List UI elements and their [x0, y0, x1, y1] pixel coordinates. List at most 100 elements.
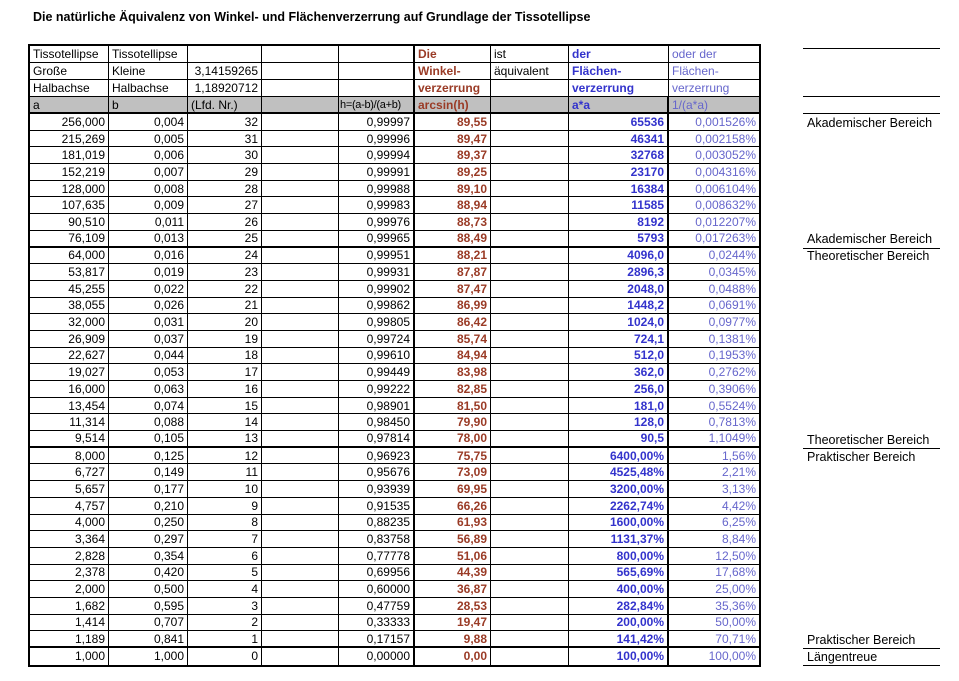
cell-empty[interactable]	[262, 130, 339, 148]
cell-b[interactable]: 0,063	[109, 381, 188, 398]
cell-a-times-a[interactable]: 23170	[569, 164, 669, 181]
cell-a-times-a[interactable]: 2262,74%	[569, 497, 669, 515]
cell-ist[interactable]	[491, 414, 569, 432]
cell-lfd-nr[interactable]: 7	[188, 531, 262, 548]
cell-a[interactable]: 1,682	[30, 597, 109, 615]
cell-lfd-nr[interactable]: 27	[188, 197, 262, 215]
cell-h[interactable]: 0,33333	[339, 614, 415, 632]
cell-h[interactable]: 0,99724	[339, 330, 415, 348]
header-verzerrung-3[interactable]: verzerrung	[669, 80, 759, 97]
cell-empty[interactable]	[262, 280, 339, 298]
cell-h[interactable]: 0,99965	[339, 230, 415, 248]
cell-ist[interactable]	[491, 547, 569, 565]
cell-h[interactable]: 0,99805	[339, 314, 415, 331]
cell-a[interactable]: 4,000	[30, 514, 109, 532]
header-flaechen[interactable]: Flächen-	[569, 63, 669, 80]
cell-ist[interactable]	[491, 164, 569, 181]
cell-empty[interactable]	[262, 330, 339, 348]
cell-arcsin[interactable]: 89,25	[415, 164, 491, 181]
cell-a[interactable]: 128,000	[30, 180, 109, 198]
cell-a[interactable]: 4,757	[30, 497, 109, 515]
cell-h[interactable]: 0,93939	[339, 481, 415, 498]
cell-a[interactable]: 90,510	[30, 214, 109, 231]
cell-arcsin[interactable]: 84,94	[415, 347, 491, 365]
cell-arcsin[interactable]: 86,42	[415, 314, 491, 331]
cell-inv-a-times-a[interactable]: 0,5524%	[669, 398, 759, 415]
cell-h[interactable]: 0,60000	[339, 581, 415, 598]
cell-arcsin[interactable]: 83,98	[415, 364, 491, 381]
cell-arcsin[interactable]: 61,93	[415, 514, 491, 532]
header-blank-cell[interactable]	[188, 46, 262, 63]
cell-ist[interactable]	[491, 214, 569, 231]
cell-b[interactable]: 0,354	[109, 547, 188, 565]
cell-arcsin[interactable]: 9,88	[415, 631, 491, 648]
cell-ist[interactable]	[491, 631, 569, 648]
cell-ist[interactable]	[491, 497, 569, 515]
cell-inv-a-times-a[interactable]: 0,0488%	[669, 281, 759, 298]
cell-h[interactable]: 0,99983	[339, 197, 415, 215]
cell-b[interactable]: 0,007	[109, 164, 188, 181]
colhead-b[interactable]: b	[109, 97, 188, 114]
cell-a-times-a[interactable]: 1131,37%	[569, 531, 669, 548]
cell-b[interactable]: 0,013	[109, 230, 188, 248]
cell-b[interactable]: 0,053	[109, 364, 188, 381]
cell-a-times-a[interactable]: 141,42%	[569, 631, 669, 648]
cell-a[interactable]: 6,727	[30, 464, 109, 482]
cell-ist[interactable]	[491, 447, 569, 465]
colhead-lfd-nr[interactable]: (Lfd. Nr.)	[188, 97, 262, 114]
cell-inv-a-times-a[interactable]: 1,56%	[669, 448, 759, 465]
cell-ist[interactable]	[491, 197, 569, 215]
colhead-a[interactable]: a	[30, 97, 109, 114]
cell-inv-a-times-a[interactable]: 0,1381%	[669, 331, 759, 348]
header-tissotellipse-b[interactable]: Tissotellipse	[109, 46, 188, 63]
cell-empty[interactable]	[262, 297, 339, 315]
cell-b[interactable]: 0,004	[109, 114, 188, 131]
cell-b[interactable]: 0,044	[109, 347, 188, 365]
cell-empty[interactable]	[262, 364, 339, 381]
cell-a[interactable]: 2,378	[30, 564, 109, 582]
cell-lfd-nr[interactable]: 20	[188, 314, 262, 331]
cell-h[interactable]: 0,00000	[339, 648, 415, 665]
cell-empty[interactable]	[262, 247, 339, 265]
header-tissotellipse-a[interactable]: Tissotellipse	[30, 46, 109, 63]
cell-empty[interactable]	[262, 497, 339, 515]
cell-h[interactable]: 0,99951	[339, 247, 415, 265]
cell-arcsin[interactable]: 0,00	[415, 648, 491, 665]
cell-a[interactable]: 64,000	[30, 247, 109, 265]
cell-arcsin[interactable]: 87,47	[415, 280, 491, 298]
cell-empty[interactable]	[262, 531, 339, 548]
cell-a-times-a[interactable]: 5793	[569, 230, 669, 248]
header-halbachse-b[interactable]: Halbachse	[109, 80, 188, 97]
cell-empty[interactable]	[262, 447, 339, 465]
cell-ist[interactable]	[491, 597, 569, 615]
cell-b[interactable]: 0,022	[109, 280, 188, 298]
cell-inv-a-times-a[interactable]: 0,008632%	[669, 197, 759, 215]
header-die[interactable]: Die	[415, 46, 491, 63]
cell-a[interactable]: 1,189	[30, 631, 109, 648]
value-pi[interactable]: 3,14159265	[188, 63, 262, 80]
cell-b[interactable]: 0,008	[109, 180, 188, 198]
cell-lfd-nr[interactable]: 29	[188, 164, 262, 181]
cell-h[interactable]: 0,83758	[339, 531, 415, 548]
cell-inv-a-times-a[interactable]: 0,006104%	[669, 181, 759, 198]
cell-inv-a-times-a[interactable]: 0,004316%	[669, 164, 759, 181]
cell-a-times-a[interactable]: 400,00%	[569, 581, 669, 598]
cell-ist[interactable]	[491, 180, 569, 198]
cell-a-times-a[interactable]: 362,0	[569, 364, 669, 381]
cell-empty[interactable]	[262, 164, 339, 181]
cell-h[interactable]: 0,99976	[339, 214, 415, 231]
cell-h[interactable]: 0,99902	[339, 280, 415, 298]
cell-empty[interactable]	[262, 581, 339, 598]
annotation-label[interactable]: Akademischer Bereich	[807, 115, 933, 130]
colhead-a-times-a[interactable]: a*a	[569, 97, 669, 114]
cell-inv-a-times-a[interactable]: 0,7813%	[669, 414, 759, 432]
cell-arcsin[interactable]: 81,50	[415, 397, 491, 415]
cell-a[interactable]: 9,514	[30, 431, 109, 448]
cell-lfd-nr[interactable]: 32	[188, 114, 262, 131]
cell-inv-a-times-a[interactable]: 4,42%	[669, 498, 759, 515]
cell-a[interactable]: 1,414	[30, 614, 109, 632]
cell-lfd-nr[interactable]: 15	[188, 397, 262, 415]
cell-ist[interactable]	[491, 347, 569, 365]
cell-lfd-nr[interactable]: 4	[188, 581, 262, 598]
cell-a[interactable]: 107,635	[30, 197, 109, 215]
